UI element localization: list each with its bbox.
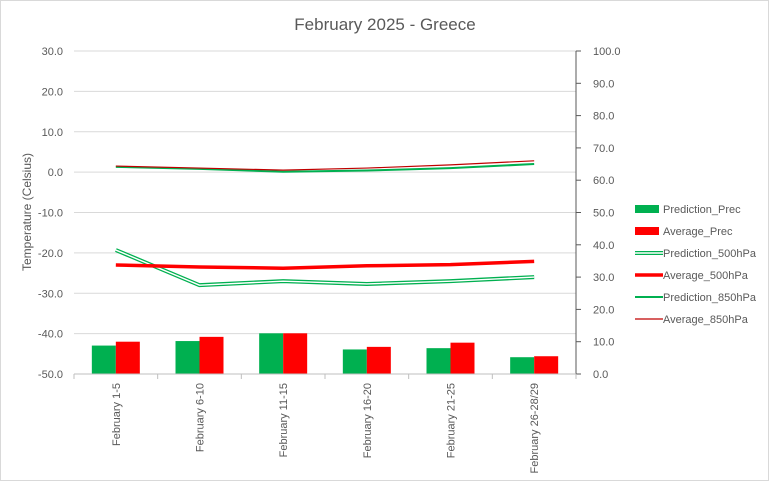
- bar: [366, 346, 391, 374]
- y2-tick-label: 90.0: [593, 78, 614, 90]
- series-line-inner: [115, 249, 535, 286]
- bar: [175, 341, 200, 374]
- gridlines: [74, 50, 576, 375]
- y2-tick-label: 50.0: [593, 208, 614, 220]
- x-tick-label: February 21-25: [446, 383, 458, 458]
- bar: [510, 357, 535, 374]
- legend-label: Average_850hPa: [663, 314, 749, 326]
- x-tick-label: February 16-20: [362, 383, 374, 458]
- y2-tick-label: 0.0: [593, 369, 608, 381]
- x-tick-label: February 1-5: [111, 383, 123, 446]
- bar: [342, 349, 367, 374]
- y-axis-label: Temperature (Celsius): [20, 153, 34, 271]
- bar: [115, 341, 140, 374]
- bar: [450, 342, 475, 374]
- legend-swatch: [635, 227, 659, 235]
- y2-tick-label: 60.0: [593, 175, 614, 187]
- y2-tick-label: 20.0: [593, 304, 614, 316]
- legend-label: Average_Prec: [663, 226, 733, 238]
- bar: [199, 336, 224, 374]
- y-tick-label: 30.0: [42, 46, 63, 58]
- legend-label: Average_500hPa: [663, 270, 749, 282]
- y-tick-label: 10.0: [42, 127, 63, 139]
- x-tick-label: February 11-15: [278, 383, 290, 457]
- y-tick-label: -30.0: [38, 288, 63, 300]
- x-tick-label: February 26-28/29: [529, 383, 541, 474]
- axes-group: 30.0 20.0 10.0 0.0 -10.0 -20.0 -30.0 -40.0 -50.0…: [38, 46, 621, 474]
- y2-tick-label: 10.0: [593, 337, 614, 349]
- x-tick-label: February 6-10: [195, 383, 207, 452]
- line-series-group: [115, 160, 535, 288]
- legend-swatch: [635, 205, 659, 213]
- bar: [534, 356, 559, 374]
- y2-tick-label: 40.0: [593, 240, 614, 252]
- bar: [283, 333, 308, 374]
- y2-tick-label: 30.0: [593, 272, 614, 284]
- y-tick-label: -10.0: [38, 208, 63, 220]
- bar-series-group: [91, 333, 559, 374]
- bar: [426, 348, 451, 374]
- bar: [91, 345, 116, 374]
- chart-title: February 2025 - Greece: [294, 15, 475, 34]
- y2-tick-label: 80.0: [593, 111, 614, 123]
- y2-tick-label: 100.0: [593, 46, 621, 58]
- y-tick-label: 0.0: [48, 167, 63, 179]
- y-tick-label: 20.0: [42, 86, 63, 98]
- series-line: [115, 160, 535, 171]
- y-tick-label: -20.0: [38, 248, 63, 260]
- series-line: [115, 163, 535, 173]
- legend-label: Prediction_Prec: [663, 204, 741, 216]
- legend: Prediction_Prec Average_Prec Prediction_50…: [635, 204, 757, 326]
- legend-label: Prediction_850hPa: [663, 292, 757, 304]
- legend-label: Prediction_500hPa: [663, 248, 757, 260]
- series-line: [115, 259, 535, 270]
- y-tick-label: -40.0: [38, 329, 63, 341]
- y-tick-label: -50.0: [38, 369, 63, 381]
- y2-tick-label: 70.0: [593, 143, 614, 155]
- bar: [259, 333, 284, 374]
